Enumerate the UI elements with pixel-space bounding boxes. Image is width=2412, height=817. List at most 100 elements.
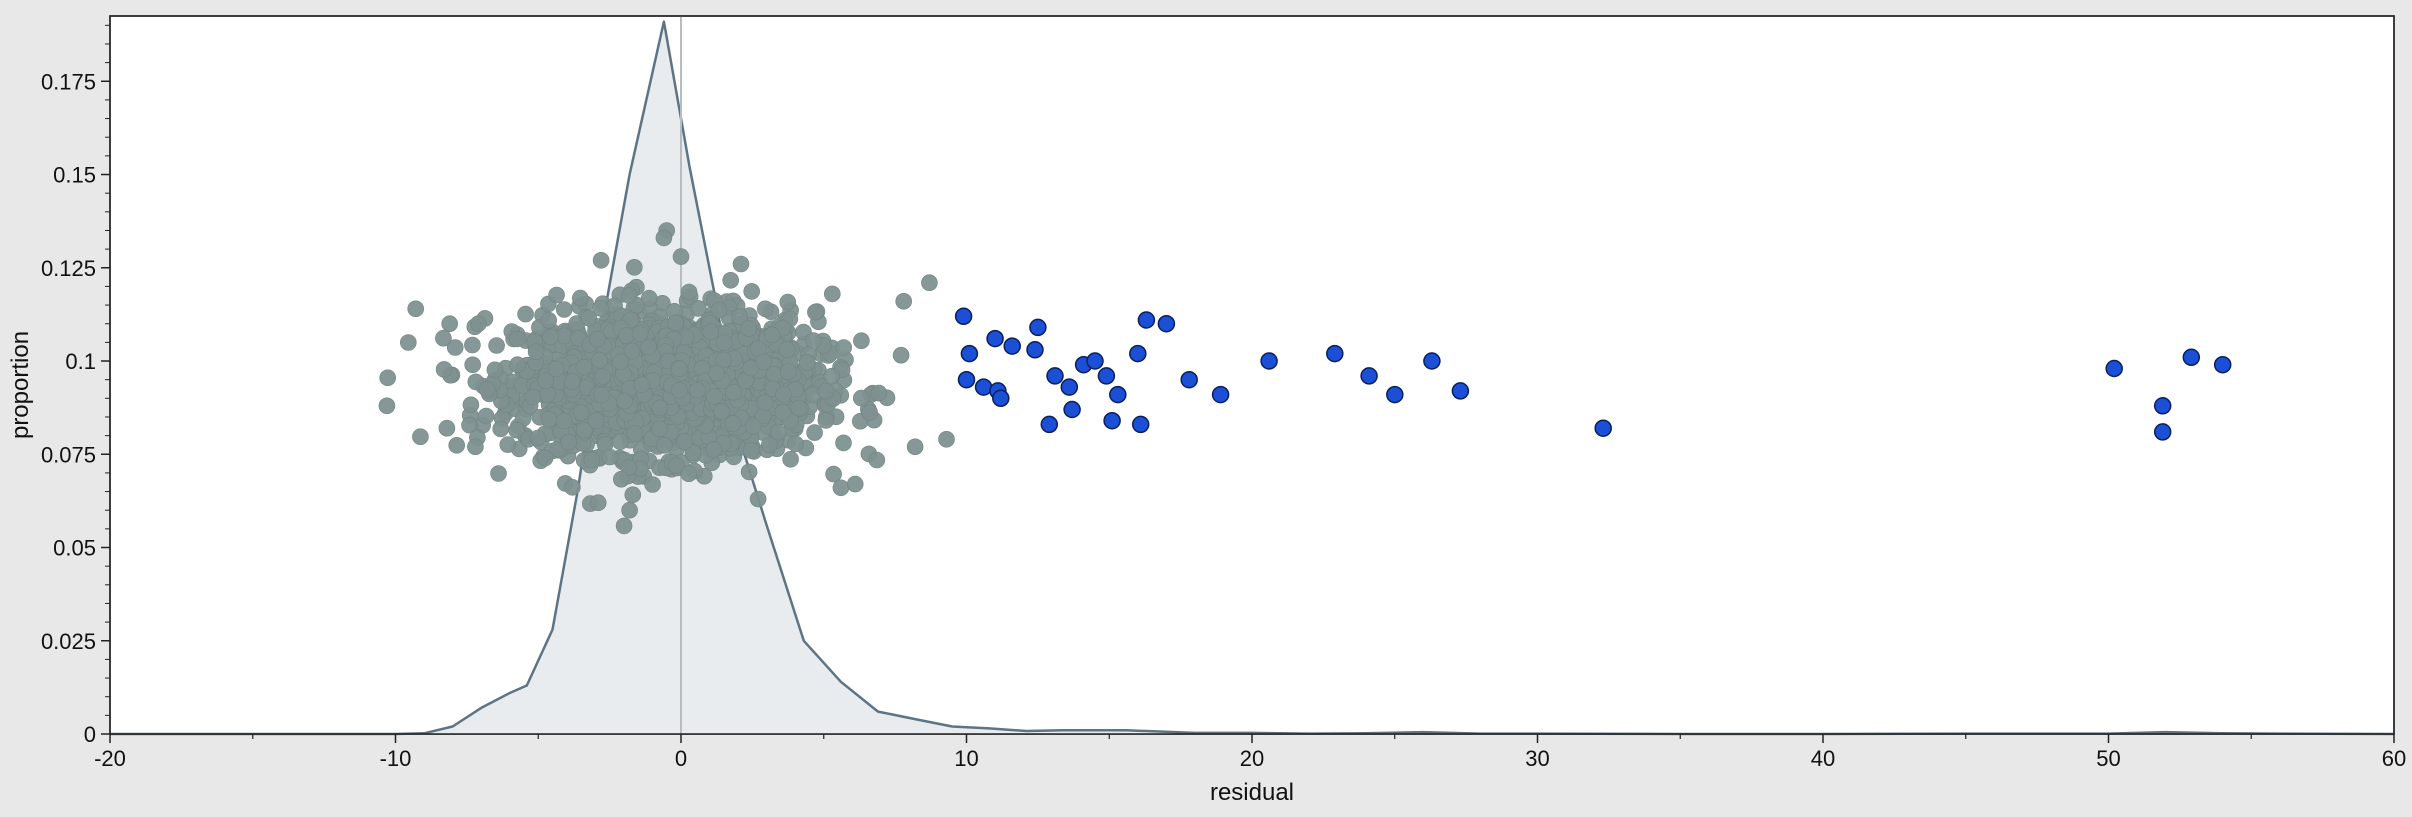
inlier-point (555, 301, 573, 318)
inlier-point (594, 368, 612, 385)
inlier-point (540, 311, 558, 329)
inlier-point (626, 425, 644, 442)
inlier-point (805, 332, 822, 349)
y-tick-label: 0.025 (41, 629, 96, 654)
y-axis-label: proportion (7, 331, 34, 439)
outlier-point (954, 307, 973, 326)
inlier-point (706, 388, 723, 405)
inlier-point (509, 356, 526, 374)
inlier-point (769, 423, 787, 441)
inlier-point (560, 433, 578, 451)
inlier-point (778, 341, 796, 359)
inlier-point (563, 373, 581, 390)
outlier-point (1046, 367, 1064, 385)
inlier-point (782, 450, 799, 468)
inlier-point (571, 289, 589, 307)
inlier-point (817, 382, 835, 400)
inlier-point (846, 475, 864, 493)
inlier-point (705, 441, 723, 458)
inlier-point (542, 328, 560, 346)
outlier-point (1180, 370, 1198, 389)
y-tick-label: 0.125 (41, 256, 96, 281)
y-tick-label: 0 (84, 722, 96, 747)
inlier-point (592, 251, 610, 269)
inlier-point (589, 494, 607, 512)
inlier-point (755, 353, 773, 371)
inlier-point (624, 486, 642, 504)
inlier-point (676, 433, 693, 450)
outlier-point (1063, 400, 1081, 419)
inlier-point (591, 351, 608, 369)
inlier-point (592, 300, 609, 317)
inlier-point (477, 407, 495, 425)
inlier-point (740, 320, 758, 337)
inlier-point (852, 389, 870, 407)
x-tick-label: 30 (1525, 746, 1549, 771)
inlier-point (765, 365, 783, 383)
outlier-point (1060, 378, 1079, 396)
inlier-point (616, 392, 633, 410)
inlier-point (713, 402, 730, 420)
outlier-point (986, 329, 1004, 348)
inlier-point (835, 434, 852, 452)
inlier-point (625, 258, 643, 276)
inlier-point (469, 315, 487, 333)
x-tick-label: 60 (2382, 746, 2406, 771)
x-tick-label: 20 (1240, 746, 1264, 771)
inlier-point (743, 283, 761, 300)
inlier-point (583, 451, 601, 469)
outlier-point (1103, 411, 1121, 430)
outlier-point (992, 389, 1010, 408)
inlier-point (492, 420, 510, 438)
inlier-point (725, 383, 742, 401)
inlier-point (740, 463, 758, 481)
inlier-point (508, 421, 525, 439)
inlier-point (593, 386, 610, 404)
outlier-point (2213, 355, 2232, 374)
outlier-point (2182, 348, 2201, 367)
inlier-point (670, 360, 688, 378)
inlier-point (774, 404, 792, 421)
inlier-point (612, 470, 630, 488)
inlier-point (684, 444, 702, 461)
inlier-point (435, 361, 453, 378)
inlier-point (524, 388, 542, 406)
inlier-point (572, 404, 590, 422)
outlier-point (974, 378, 993, 396)
inlier-point (742, 442, 760, 459)
y-tick-label: 0.175 (41, 69, 96, 94)
inlier-point (640, 289, 658, 307)
outlier-point (1029, 318, 1047, 337)
inlier-point (708, 364, 725, 382)
inlier-point (564, 478, 581, 496)
inlier-point (464, 356, 482, 374)
inlier-point (529, 429, 547, 447)
outlier-point (1097, 367, 1116, 385)
inlier-point (756, 394, 774, 411)
inlier-point (612, 353, 629, 371)
inlier-point (499, 436, 517, 453)
inlier-point (548, 286, 565, 304)
inlier-point (655, 436, 673, 454)
inlier-point (651, 399, 669, 417)
inlier-point (601, 448, 619, 466)
inlier-point (938, 430, 955, 448)
outlier-point (1326, 344, 1344, 363)
axes-layer: -20 -10 0 10 20 30 40 50 60 0 0.025 0.05 0.075 0.1 0.1… (41, 15, 2406, 771)
x-tick-label: -10 (380, 746, 412, 771)
inlier-point (868, 451, 886, 469)
outlier-point (1086, 352, 1104, 370)
inlier-point (715, 351, 732, 369)
y-tick-label: 0.1 (65, 349, 96, 374)
inlier-point (448, 436, 466, 454)
outlier-point (1260, 352, 1278, 370)
inlier-point (486, 361, 504, 379)
inlier-point (618, 327, 635, 345)
inlier-point (379, 369, 397, 387)
inlier-point (680, 283, 698, 301)
y-tick-label: 0.05 (53, 536, 96, 561)
outlier-point (1137, 311, 1156, 329)
inlier-point (547, 360, 565, 378)
inlier-point (621, 501, 638, 519)
